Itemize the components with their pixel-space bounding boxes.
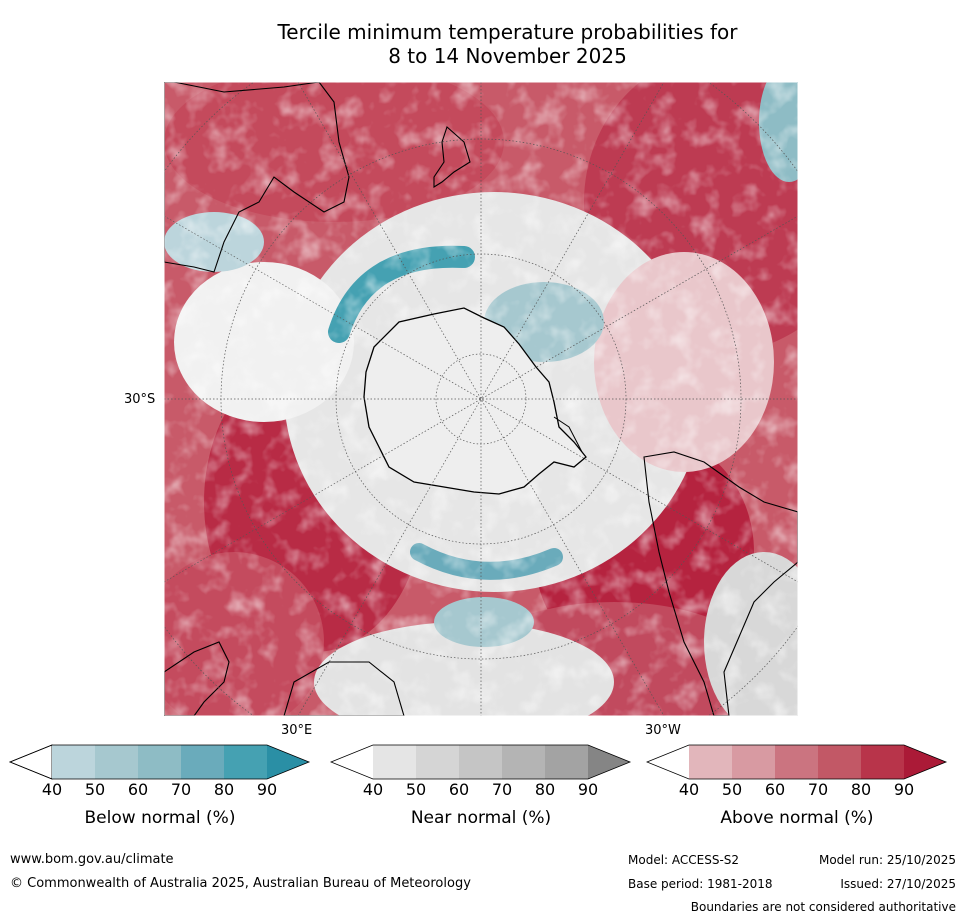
colorbar-segment [138, 745, 181, 779]
colorbar-title-below: Below normal (%) [84, 808, 236, 828]
model-name: Model: ACCESS-S2 [628, 853, 740, 867]
website-link[interactable]: www.bom.gov.au/climate [10, 852, 174, 867]
antarctica-coastline [363, 307, 587, 495]
colorbar-segment [373, 745, 416, 779]
colorbar-tick: 50 [721, 780, 743, 799]
map-title: Tercile minimum temperature probabilitie… [0, 20, 965, 68]
colorbar-segment [689, 745, 732, 779]
colorbar-tick: 90 [893, 780, 915, 799]
africa-coastline [283, 661, 405, 716]
colorbar-tick: 70 [491, 780, 513, 799]
title-line-1: Tercile minimum temperature probabilitie… [277, 20, 738, 44]
probability-map [164, 82, 798, 716]
colorbar-tick: 80 [213, 780, 235, 799]
colorbar-tick: 80 [850, 780, 872, 799]
base-period: Base period: 1981-2018 [628, 877, 773, 891]
colorbar-segment [52, 745, 95, 779]
colorbar-segment [9, 744, 53, 780]
south-america-coastline [643, 451, 798, 716]
colorbar-above-svg [646, 744, 948, 780]
australia-coastline [164, 82, 350, 273]
issued-date: Issued: 27/10/2025 [840, 877, 956, 891]
antarctic-peninsula [553, 416, 583, 453]
colorbar-segment [95, 745, 138, 779]
colorbar-title-above: Above normal (%) [720, 808, 874, 828]
southern-africa-coastline [164, 641, 230, 716]
lon-label-30w: 30°W [645, 723, 681, 738]
colorbar-tick: 70 [807, 780, 829, 799]
colorbar-near-svg [330, 744, 632, 780]
colorbar-segment [904, 745, 946, 779]
colorbar-segment [545, 745, 588, 779]
colorbar-tick: 50 [84, 780, 106, 799]
map-canvas [164, 82, 798, 716]
colorbar-tick: 70 [170, 780, 192, 799]
colorbar-tick: 60 [764, 780, 786, 799]
colorbar-segment [416, 745, 459, 779]
colorbar-tick: 90 [256, 780, 278, 799]
colorbar-tick: 60 [448, 780, 470, 799]
colorbar-below-normal [9, 744, 311, 780]
colorbar-segment [331, 745, 373, 779]
colorbar-tick: 80 [534, 780, 556, 799]
colorbar-tick: 60 [127, 780, 149, 799]
colorbar-segment [224, 745, 267, 779]
colorbar-segment [459, 745, 502, 779]
lat-label-30s: 30°S [124, 392, 156, 407]
colorbar-segment [647, 745, 689, 779]
colorbar-segment [861, 745, 904, 779]
colorbar-outline [646, 744, 948, 780]
colorbar-tick: 40 [678, 780, 700, 799]
lon-label-30e: 30°E [281, 723, 313, 738]
map-frame [164, 82, 798, 716]
colorbar-near-normal [330, 744, 632, 780]
model-run-date: Model run: 25/10/2025 [818, 853, 956, 867]
graticule [164, 82, 798, 716]
colorbar-segment [588, 745, 630, 779]
colorbar-segment [732, 745, 775, 779]
colorbar-title-near: Near normal (%) [410, 808, 552, 828]
boundaries-disclaimer: Boundaries are not considered authoritat… [690, 900, 956, 914]
colorbar-tick: 40 [41, 780, 63, 799]
colorbar-segment [181, 745, 224, 779]
colorbar-tick: 50 [405, 780, 427, 799]
colorbar-segment [267, 745, 309, 779]
colorbar-above-normal [646, 744, 948, 780]
colorbar-segment [502, 745, 545, 779]
colorbar-tick: 40 [362, 780, 384, 799]
colorbar-tick: 90 [577, 780, 599, 799]
colorbar-outline [330, 744, 632, 780]
title-line-2: 8 to 14 November 2025 [388, 44, 627, 68]
colorbar-segment [775, 745, 818, 779]
colorbar-below-svg [9, 744, 311, 780]
colorbar-segment [818, 745, 861, 779]
colorbar-outline [9, 744, 311, 780]
copyright-text: © Commonwealth of Australia 2025, Austra… [10, 876, 471, 891]
new-zealand-coastline [433, 126, 471, 188]
